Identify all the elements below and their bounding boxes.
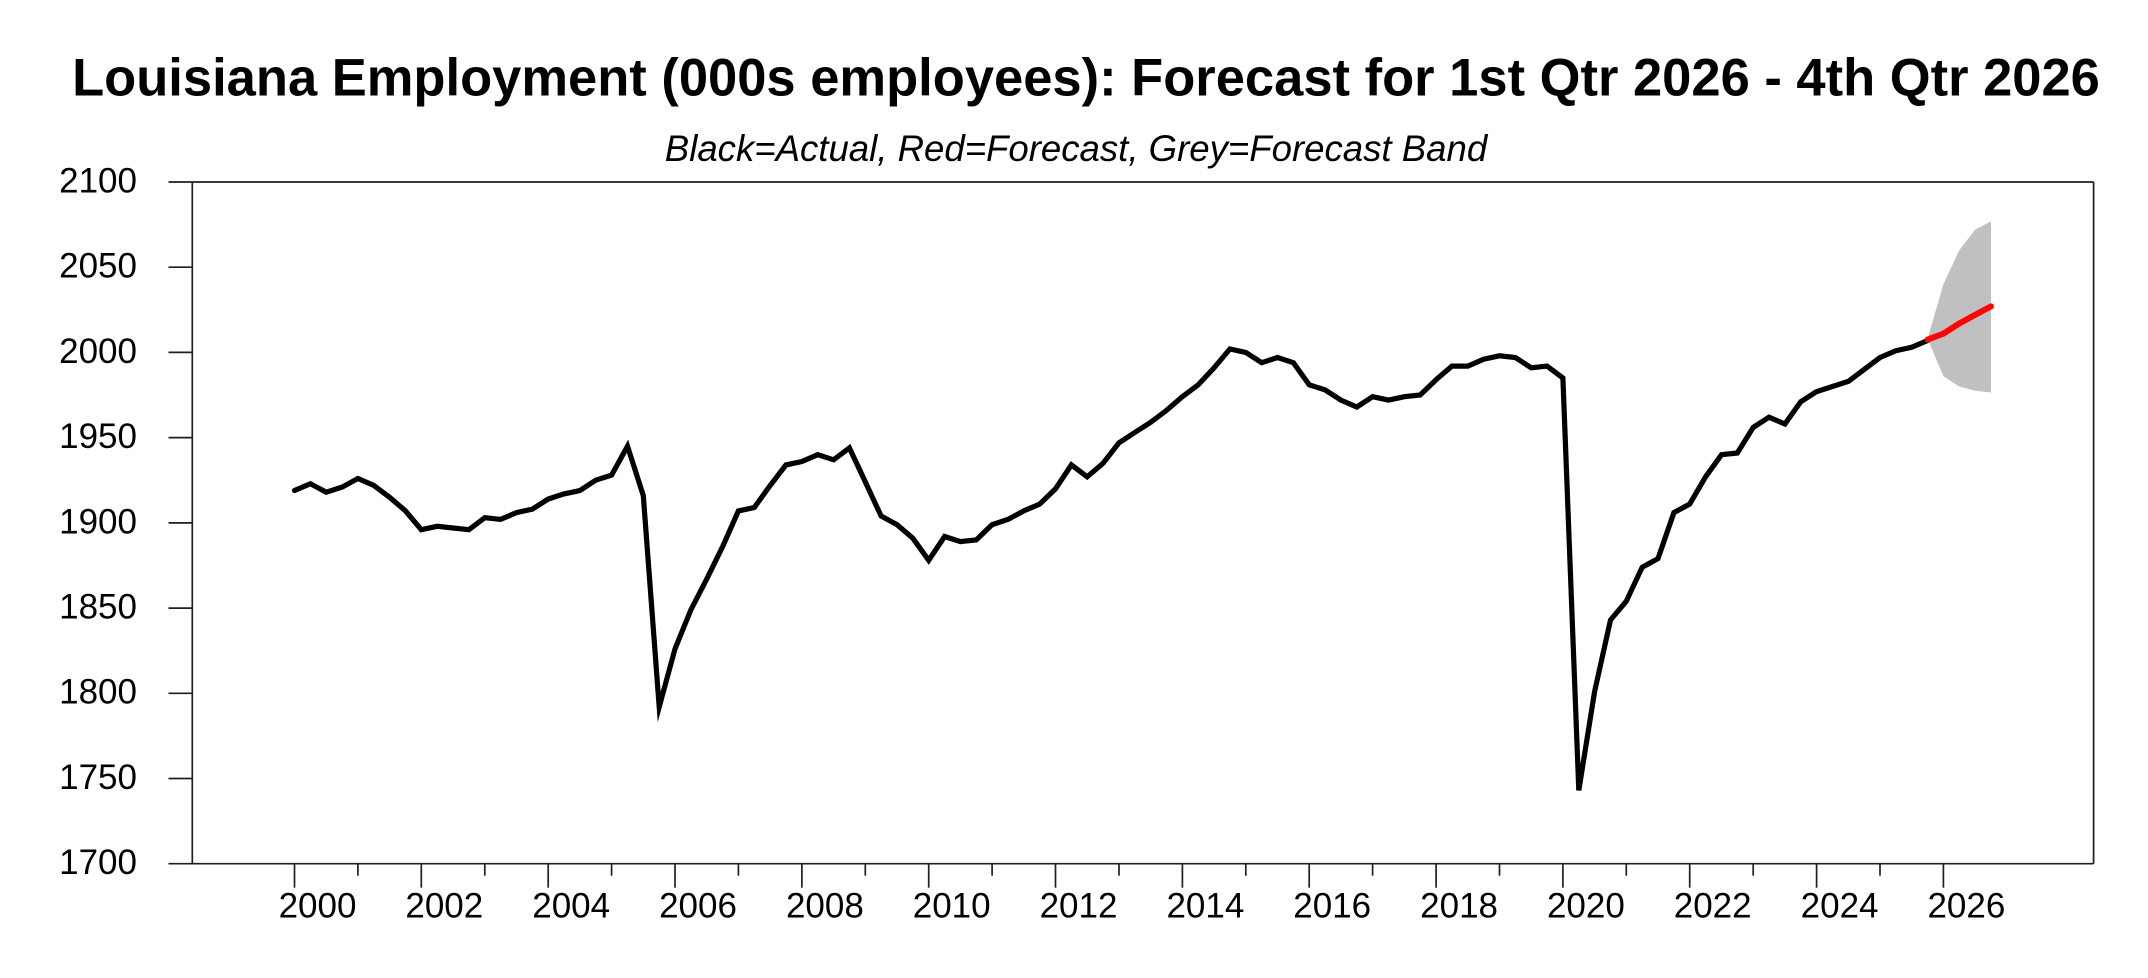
svg-text:2014: 2014 (1166, 887, 1244, 926)
svg-text:2018: 2018 (1420, 887, 1498, 926)
svg-text:1900: 1900 (59, 502, 137, 541)
svg-text:1700: 1700 (59, 843, 137, 882)
svg-text:Louisiana Employment (000s emp: Louisiana Employment (000s employees): F… (72, 49, 2100, 108)
svg-text:2000: 2000 (59, 332, 137, 371)
svg-text:1850: 1850 (59, 588, 137, 627)
svg-text:1950: 1950 (59, 417, 137, 456)
svg-text:2026: 2026 (1927, 887, 2005, 926)
svg-text:2016: 2016 (1293, 887, 1371, 926)
svg-text:1750: 1750 (59, 758, 137, 797)
svg-text:1800: 1800 (59, 673, 137, 712)
svg-text:2010: 2010 (913, 887, 991, 926)
svg-text:2006: 2006 (659, 887, 737, 926)
svg-text:Black=Actual, Red=Forecast, Gr: Black=Actual, Red=Forecast, Grey=Forecas… (665, 128, 1489, 169)
svg-text:2020: 2020 (1547, 887, 1625, 926)
svg-text:2050: 2050 (59, 247, 137, 286)
svg-text:2100: 2100 (59, 161, 137, 200)
svg-text:2002: 2002 (405, 887, 483, 926)
svg-text:2000: 2000 (279, 887, 357, 926)
svg-text:2008: 2008 (786, 887, 864, 926)
svg-text:2024: 2024 (1801, 887, 1879, 926)
svg-text:2012: 2012 (1040, 887, 1118, 926)
svg-text:2004: 2004 (532, 887, 610, 926)
svg-text:2022: 2022 (1674, 887, 1752, 926)
